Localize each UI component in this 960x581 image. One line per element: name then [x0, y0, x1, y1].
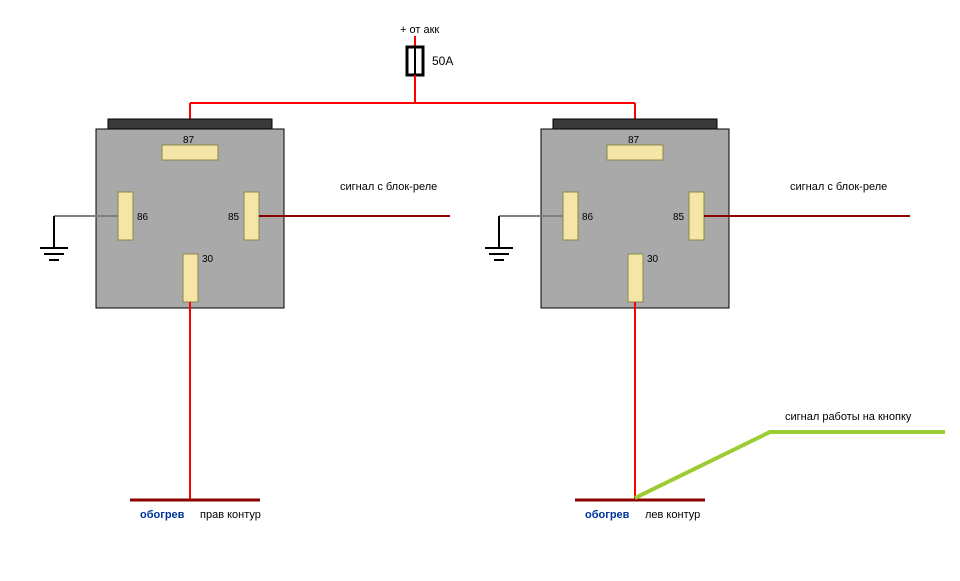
- relay-right-pin-86-label: 86: [582, 212, 594, 223]
- ground-right-icon: [485, 248, 513, 260]
- relay-left-pin-85: [244, 192, 259, 240]
- relay-right-pin-87: [607, 145, 663, 160]
- fuse-rating-label: 50A: [432, 54, 453, 68]
- relay-right: 87 86 85 30: [541, 119, 729, 308]
- heating-left-label: обогрев: [140, 509, 185, 521]
- relay-left: 87 86 85 30: [96, 119, 284, 308]
- relay-left-pin-30: [183, 254, 198, 302]
- from-battery-label: + от акк: [400, 24, 439, 36]
- relay-right-pin-86: [563, 192, 578, 240]
- wire-signal-to-button: [635, 432, 945, 498]
- relay-left-pin-30-label: 30: [202, 254, 214, 265]
- relay-left-pin-87-label: 87: [183, 135, 195, 146]
- relay-right-pin-85-label: 85: [673, 212, 685, 223]
- left-circuit-label: лев контур: [645, 509, 700, 521]
- relay-right-pin-30-label: 30: [647, 254, 659, 265]
- relay-left-pin-86-label: 86: [137, 212, 149, 223]
- relay-right-pin-87-label: 87: [628, 135, 640, 146]
- relay-right-pin-85: [689, 192, 704, 240]
- right-circuit-label: прав контур: [200, 509, 261, 521]
- relay-left-pin-86: [118, 192, 133, 240]
- heating-right-label: обогрев: [585, 509, 630, 521]
- wiring-diagram: + от акк 50A 87 86 85 30 87 86: [0, 0, 960, 581]
- signal-block-relay-left-label: сигнал с блок-реле: [340, 181, 437, 193]
- ground-left-icon: [40, 248, 68, 260]
- fuse-icon: [407, 47, 423, 75]
- relay-left-pin-85-label: 85: [228, 212, 240, 223]
- signal-to-button-label: сигнал работы на кнопку: [785, 411, 912, 423]
- relay-right-pin-30: [628, 254, 643, 302]
- relay-left-pin-87: [162, 145, 218, 160]
- signal-block-relay-right-label: сигнал с блок-реле: [790, 181, 887, 193]
